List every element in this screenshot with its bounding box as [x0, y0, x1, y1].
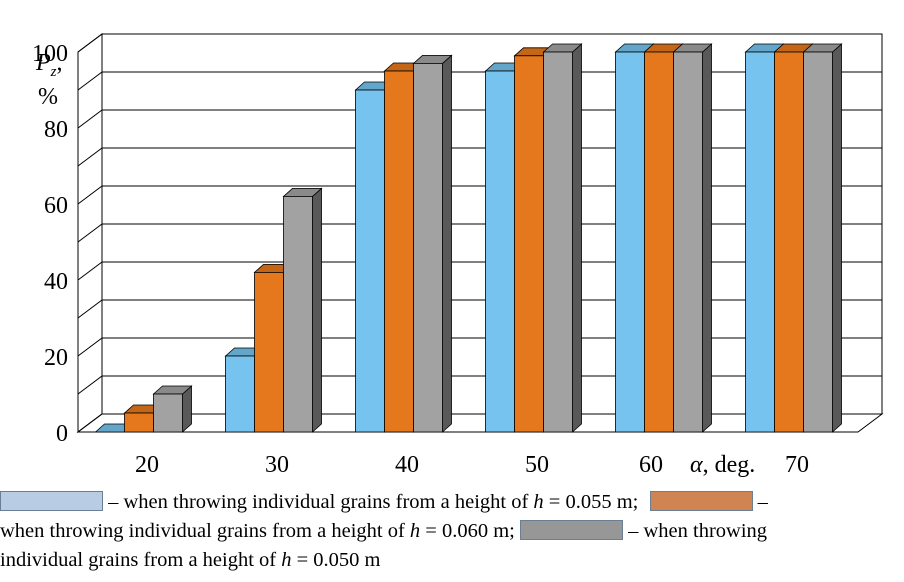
bar-front [225, 355, 255, 433]
legend-text-1: – when throwing individual grains from a… [108, 491, 529, 513]
bar-front [124, 412, 154, 433]
legend-eq-2: = 0.060 m; [420, 520, 515, 542]
x-tick-label: 60 [639, 452, 663, 478]
y-tick-label: 20 [44, 345, 68, 371]
y-tick-label: 0 [56, 421, 68, 447]
x-tick-labels: 20 30 40 50 60 70 [135, 452, 809, 478]
gridline [77, 33, 882, 53]
y-axis-label-subscript: z [50, 64, 57, 80]
bar-front [615, 51, 645, 433]
legend-eq-3: = 0.050 m [291, 549, 381, 571]
bar-front [803, 51, 833, 433]
bar-side [832, 43, 842, 433]
bar-side [442, 54, 452, 433]
legend-h-2: h [409, 520, 421, 542]
legend-eq-1: = 0.055 m; [543, 491, 639, 513]
legend-line-1: – when throwing individual grains from a… [0, 488, 900, 517]
legend-text-2b: – when throwing [623, 520, 768, 542]
legend-line-2: when throwing individual grains from a h… [0, 517, 900, 546]
y-axis-unit: % [38, 84, 58, 110]
legend-h-1: h [533, 491, 544, 513]
x-tick-label: 50 [525, 452, 549, 478]
bar-20-s3 [152, 385, 193, 433]
bar-front [543, 51, 573, 433]
bar-50-s3 [542, 43, 583, 433]
x-axis-label: α, deg. [690, 452, 755, 478]
y-tick-label: 60 [44, 193, 68, 219]
bar-front [153, 393, 183, 433]
x-tick-label: 30 [265, 452, 289, 478]
bar-30-s3 [282, 187, 323, 433]
bar-front [413, 63, 443, 433]
bar-front [254, 271, 284, 433]
legend-swatch-orange [649, 491, 753, 511]
x-tick-label: 70 [785, 452, 809, 478]
legend: – when throwing individual grains from a… [0, 488, 900, 575]
y-tick-label: 40 [44, 269, 68, 295]
legend-h-3: h [281, 549, 292, 571]
legend-dash: – [752, 491, 768, 513]
bar-front [384, 70, 414, 433]
legend-line-3: individual grains from a height of h = 0… [0, 546, 900, 575]
bar-front [355, 89, 385, 433]
y-tick-label: 80 [44, 117, 68, 143]
legend-text-2: when throwing individual grains from a h… [0, 520, 410, 542]
bar-front [283, 195, 313, 433]
y-axis-label: Pz, [35, 50, 63, 80]
legend-text-3: individual grains from a height of [0, 549, 282, 571]
bar-front [745, 51, 775, 433]
bar-front [774, 51, 804, 433]
y-tick-label: 100 [32, 41, 68, 67]
bar-70-s3 [802, 43, 843, 433]
x-tick-label: 20 [135, 452, 159, 478]
legend-swatch-gray [520, 520, 623, 540]
legend-swatch-blue [0, 491, 103, 511]
bar-40-s3 [412, 54, 453, 433]
bar-60-s3 [672, 43, 713, 433]
y-tick-labels: 0 20 40 60 80 100 [32, 41, 68, 447]
bar-side [572, 43, 582, 433]
bar-chart: 0 20 40 60 80 100 20 30 40 50 60 70 Pz, % α, deg. [32, 33, 884, 478]
x-tick-label: 40 [395, 452, 419, 478]
bar-side [702, 43, 712, 433]
bar-front [485, 70, 515, 433]
bar-front [514, 55, 544, 433]
bar-side [312, 187, 322, 433]
bar-front [644, 51, 674, 433]
bar-front [673, 51, 703, 433]
bars [94, 43, 843, 433]
